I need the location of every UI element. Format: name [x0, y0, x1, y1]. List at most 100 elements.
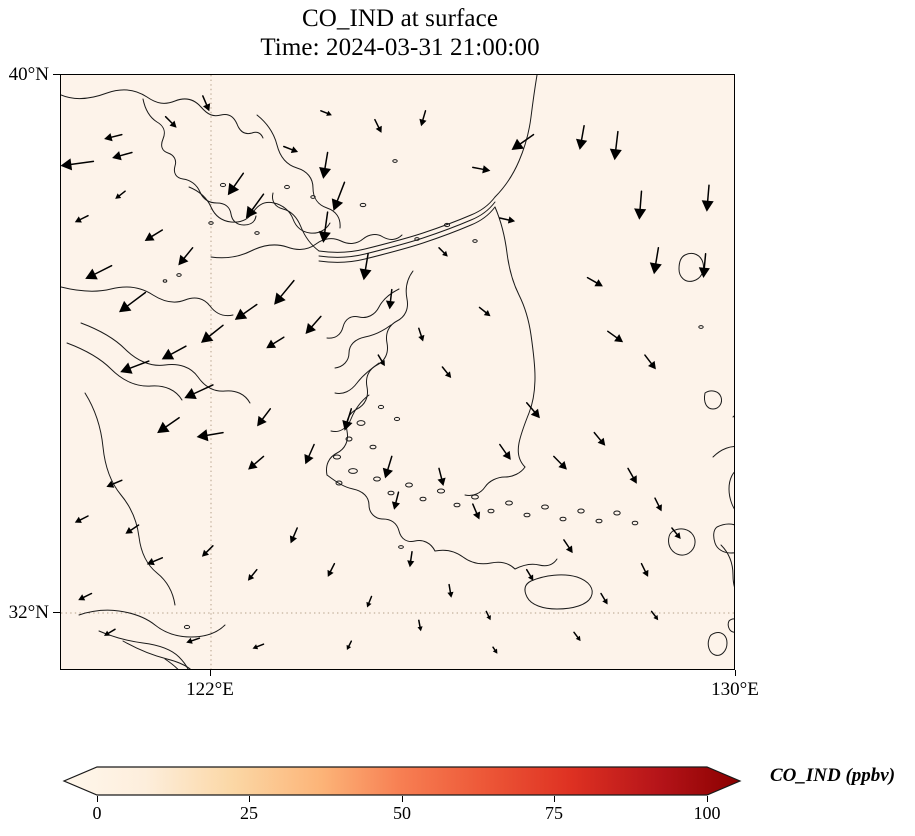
- wind-vector-arrow: [563, 539, 573, 554]
- colorbar-label-50: 50: [393, 803, 411, 823]
- wind-vector-arrow: [115, 190, 126, 199]
- title-line-variable: CO_IND at surface: [301, 5, 499, 32]
- ytick-label-40: 40°N: [8, 64, 49, 85]
- coast-zhejiang: [164, 658, 179, 669]
- coast-shandong-south: [61, 286, 234, 317]
- coast-korea-bay: [256, 114, 341, 229]
- dmz-line-south: [318, 206, 496, 263]
- ytick-label-32: 32°N: [8, 602, 49, 623]
- wind-vector-arrow: [104, 628, 116, 636]
- wind-vector-arrow: [144, 229, 164, 241]
- colorbar-tick-25: [249, 796, 251, 802]
- wind-vector-arrow: [671, 527, 681, 539]
- colorbar-gradient[interactable]: [62, 763, 742, 799]
- island-right-small2: [678, 252, 704, 282]
- wind-vector-arrow: [644, 354, 656, 370]
- wind-vector-arrow: [78, 592, 93, 601]
- colorbar-label-100: 100: [693, 803, 721, 823]
- map-axes[interactable]: [60, 74, 735, 670]
- wind-vector-arrow: [201, 545, 214, 557]
- wind-vector-arrow: [573, 631, 581, 642]
- island-kyushu-nw: [713, 523, 734, 554]
- colorbar[interactable]: 0 25 50 75 100: [62, 763, 742, 823]
- wind-vector-arrow: [85, 264, 113, 280]
- xtick-label-122: 122°E: [186, 679, 234, 700]
- wind-vector-arrow: [485, 610, 491, 621]
- wind-vector-arrow: [511, 133, 535, 150]
- wind-vector-arrow: [186, 637, 201, 644]
- coast-kyushu-west: [732, 415, 734, 418]
- wind-vector-arrow: [331, 181, 346, 211]
- coast-korea-west: [326, 270, 414, 476]
- wind-vector-arrow: [438, 247, 448, 257]
- wind-vector-arrow: [627, 467, 637, 484]
- colorbar-body[interactable]: [62, 766, 742, 796]
- wind-vector-arrow: [382, 455, 393, 479]
- coastlines: [61, 75, 734, 669]
- colorbar-label-0: 0: [92, 803, 102, 823]
- coast-nk-west: [272, 192, 320, 252]
- wind-vector-arrow: [164, 115, 177, 128]
- xtick-mark-130: [735, 670, 737, 676]
- coast-korea-west-detail3: [334, 362, 380, 394]
- wind-vector-arrow: [104, 133, 123, 142]
- wind-vector-arrow: [305, 315, 322, 334]
- wind-vector-arrow: [478, 306, 491, 317]
- wind-vector-arrow: [576, 124, 588, 150]
- dmz-line-north: [318, 196, 496, 253]
- wind-vector-arrow: [125, 524, 140, 534]
- wind-vector-arrow: [248, 455, 265, 470]
- coast-kyushu-main: [712, 446, 734, 458]
- wind-vector-arrow: [234, 303, 258, 320]
- wind-vector-arrow: [391, 491, 400, 510]
- wind-vector-arrow: [640, 562, 649, 577]
- wind-vector-arrow: [319, 151, 331, 179]
- wind-vector-arrow: [184, 384, 214, 399]
- wind-vector-arrow: [553, 455, 567, 470]
- islands-southwest-korea: [332, 404, 639, 526]
- wind-vector-arrow: [274, 279, 295, 305]
- xtick-mark-122: [210, 670, 212, 676]
- wind-vector-arrow: [385, 288, 395, 310]
- coast-korea-south2: [434, 549, 516, 570]
- wind-vector-arrow: [472, 165, 491, 174]
- wind-vector-arrow: [417, 619, 423, 632]
- wind-vector-arrow: [600, 592, 608, 605]
- island-tsushima: [728, 471, 734, 510]
- island-right-small3: [707, 632, 728, 656]
- wind-vector-arrow: [120, 360, 150, 374]
- wind-vector-layer: [61, 95, 714, 654]
- wind-vector-arrow: [499, 216, 516, 224]
- island-jeju: [524, 574, 593, 610]
- wind-vector-arrow: [252, 643, 265, 650]
- wind-vector-arrow: [266, 336, 285, 349]
- coast-shandong-north: [188, 186, 331, 234]
- wind-vector-arrow: [247, 568, 258, 581]
- wind-vector-arrow: [634, 190, 647, 220]
- wind-vector-arrow: [418, 327, 425, 342]
- coast-yangtze-north: [78, 609, 226, 638]
- colorbar-label-75: 75: [545, 803, 563, 823]
- wind-vector-arrow: [609, 130, 622, 161]
- coast-shandong-peninsula: [210, 234, 403, 259]
- wind-vector-arrow: [701, 184, 714, 212]
- wind-vector-arrow: [447, 583, 454, 598]
- coast-korea-west-detail4: [330, 394, 370, 432]
- wind-vector-arrow: [654, 497, 662, 512]
- wind-vector-arrow: [472, 503, 481, 520]
- wind-vector-arrow: [698, 253, 710, 278]
- coast-kyushu-south: [720, 544, 734, 587]
- island-goto: [668, 528, 696, 556]
- coast-china-east: [84, 392, 176, 606]
- wind-vector-arrow: [650, 610, 659, 621]
- wind-vector-arrow: [492, 646, 498, 654]
- wind-vector-arrow: [525, 402, 540, 419]
- wind-vector-arrow: [112, 151, 133, 161]
- coast-hangzhou-bay: [122, 640, 191, 669]
- wind-vector-arrow: [61, 158, 95, 171]
- coast-korea-west-detail2: [334, 324, 392, 369]
- wind-vector-arrow: [289, 527, 298, 544]
- colorbar-tick-100: [707, 796, 709, 802]
- wind-vector-arrow: [201, 324, 224, 343]
